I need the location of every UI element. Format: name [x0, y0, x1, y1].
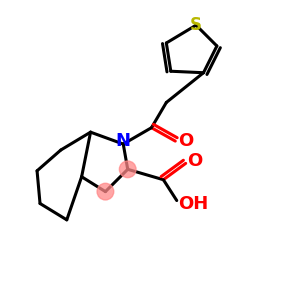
Text: O: O — [188, 152, 203, 170]
Text: OH: OH — [178, 195, 208, 213]
Text: S: S — [190, 16, 202, 34]
Text: N: N — [116, 132, 131, 150]
Circle shape — [119, 161, 136, 178]
Circle shape — [97, 183, 114, 200]
Text: O: O — [178, 132, 193, 150]
